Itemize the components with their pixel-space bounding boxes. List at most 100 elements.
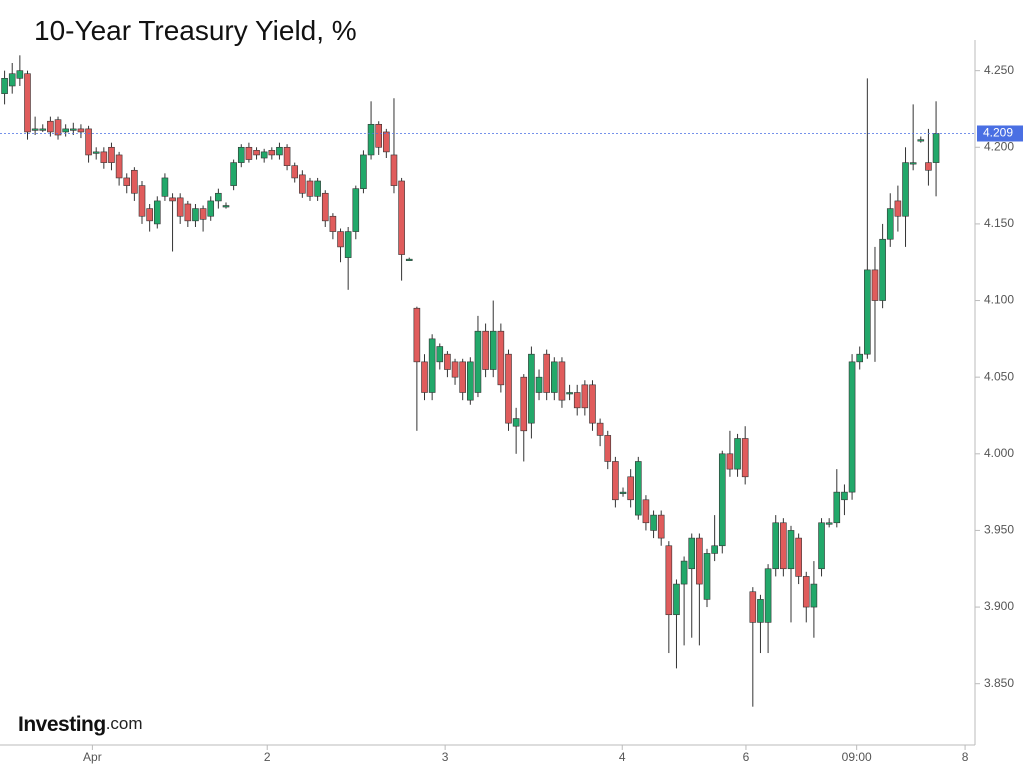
candle-body [818,522,825,570]
candle-body [612,461,619,501]
candle-body [344,231,352,258]
candle-body [543,353,550,393]
y-tick-label: 4.150 [984,216,1014,230]
candle-body [306,180,314,197]
brand-suffix: .com [106,714,143,733]
candle-body [596,422,604,436]
candle-body [253,150,260,156]
candle-body [810,583,818,608]
candle-body [848,361,856,493]
candle-body [337,231,344,248]
candle-body [283,146,291,166]
candle-body [245,146,253,160]
candle-body [375,123,383,148]
brand: Investing [18,713,106,736]
candle-body [115,154,123,179]
candle-body [505,353,512,424]
y-tick-label: 3.850 [984,676,1014,690]
candle-body [260,151,268,159]
candle-body [146,208,153,222]
candle-body [314,180,321,197]
candle-body [734,438,741,470]
candle-body [917,139,925,142]
candle-body [276,146,283,156]
candle-body [100,151,108,163]
candle-body [321,192,329,222]
candle-body [489,330,497,370]
x-tick-label: 8 [962,750,969,764]
candle-body [1,78,8,94]
candle-body [47,120,54,133]
candle-body [215,192,222,202]
candle-body [31,128,39,131]
candle-body [879,238,886,301]
candle-body [718,453,726,547]
candle-body [54,119,62,136]
candle-body [8,73,16,87]
candle-body [268,150,276,156]
candle-body [688,537,696,570]
candle-body [833,491,841,524]
candle-body [566,392,573,395]
candle-body [703,553,711,600]
candle-body [230,162,237,186]
candle-body [467,361,474,401]
candle-body [581,384,589,409]
candle-body [24,73,31,133]
candle-body [360,154,367,189]
candle-body [451,361,459,378]
candle-body [383,131,390,153]
candle-body [398,180,405,255]
candle-body [16,70,24,79]
candle-body [573,392,581,409]
candle-body [696,537,703,585]
candle-body [77,128,85,133]
candle-body [902,162,909,217]
candle-body [184,203,192,222]
candle-body [207,200,215,217]
candle-body [856,353,864,363]
y-tick-label: 4.100 [984,293,1014,307]
candle-body [619,491,627,494]
candle-body [932,133,940,163]
y-tick-label: 4.050 [984,369,1014,383]
candle-body [871,269,879,301]
chart-title: 10-Year Treasury Yield, % [34,15,357,46]
candle-body [772,522,780,570]
candle-body [62,128,69,133]
candle-body [825,522,833,525]
candle-body [925,162,932,171]
y-tick-label: 3.900 [984,599,1014,613]
candle-body [161,177,169,197]
candle-body [726,453,734,470]
candle-body [413,307,421,363]
candle-body [757,599,764,623]
x-tick-label: 2 [264,750,271,764]
candle-body [428,338,436,393]
x-tick-label: 3 [442,750,449,764]
candle-body [528,353,535,424]
candle-body [291,165,299,179]
candle-body [741,438,749,478]
candle-body [108,146,115,163]
x-tick-label: Apr [83,750,102,764]
candle-body [787,530,795,570]
candle-body [657,514,665,539]
candle-body [85,128,92,156]
candle-body [680,560,688,585]
candle-body [894,200,902,217]
candle-body [39,128,47,131]
candle-body [222,205,230,208]
candle-body [665,545,673,616]
candle-body [138,185,146,217]
candle-body [634,461,642,516]
candle-body [589,384,596,424]
candle-body [131,169,138,194]
candle-body [237,146,245,163]
candle-body [909,162,917,165]
candle-body [153,200,161,225]
candle-body [367,123,375,156]
candle-body [650,514,657,531]
candle-body [199,208,207,220]
